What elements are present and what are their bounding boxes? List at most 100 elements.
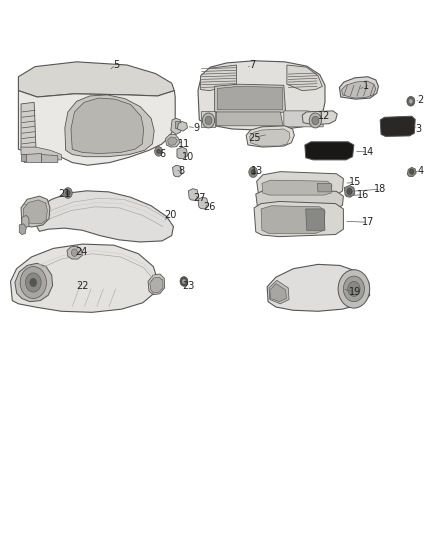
Polygon shape [261, 206, 325, 233]
Text: 17: 17 [362, 217, 374, 227]
Polygon shape [270, 284, 286, 302]
Circle shape [30, 278, 37, 287]
Polygon shape [177, 122, 187, 131]
Polygon shape [302, 111, 337, 125]
Text: 23: 23 [182, 281, 194, 290]
Polygon shape [18, 62, 174, 97]
Polygon shape [317, 183, 332, 192]
Polygon shape [150, 277, 163, 293]
Circle shape [249, 167, 258, 177]
Text: 12: 12 [318, 111, 330, 121]
Text: 26: 26 [203, 202, 215, 212]
Circle shape [66, 190, 70, 196]
Circle shape [182, 279, 186, 284]
Circle shape [410, 169, 414, 174]
Polygon shape [177, 147, 187, 159]
Text: 16: 16 [357, 190, 370, 199]
Polygon shape [65, 95, 154, 157]
Text: 5: 5 [113, 60, 119, 70]
Text: 25: 25 [248, 133, 260, 142]
Text: 4: 4 [417, 166, 424, 175]
Polygon shape [342, 81, 376, 98]
Text: 10: 10 [182, 152, 194, 162]
Polygon shape [287, 65, 322, 91]
Text: 9: 9 [193, 123, 199, 133]
Circle shape [343, 276, 364, 302]
Polygon shape [22, 215, 29, 228]
Polygon shape [21, 154, 26, 161]
Polygon shape [344, 185, 355, 197]
Polygon shape [305, 142, 354, 160]
Polygon shape [11, 244, 158, 312]
Polygon shape [250, 129, 290, 146]
Circle shape [251, 169, 255, 175]
Polygon shape [42, 155, 58, 163]
Polygon shape [198, 197, 208, 209]
Polygon shape [21, 196, 50, 227]
Text: 1: 1 [363, 82, 369, 91]
Circle shape [155, 147, 162, 156]
Text: 20: 20 [165, 211, 177, 220]
Polygon shape [201, 111, 215, 127]
Polygon shape [306, 209, 325, 230]
Polygon shape [67, 246, 82, 259]
Circle shape [409, 99, 413, 103]
Text: 24: 24 [75, 247, 87, 256]
Text: 21: 21 [59, 189, 71, 199]
Polygon shape [188, 189, 199, 200]
Polygon shape [148, 274, 165, 295]
Polygon shape [173, 165, 182, 177]
Polygon shape [21, 147, 61, 160]
Text: 7: 7 [249, 60, 255, 70]
Circle shape [338, 270, 370, 308]
Polygon shape [380, 116, 415, 136]
Text: 15: 15 [349, 177, 361, 187]
Polygon shape [215, 84, 286, 114]
Circle shape [347, 188, 352, 195]
Circle shape [20, 266, 46, 298]
Circle shape [71, 249, 78, 256]
Polygon shape [269, 280, 289, 304]
Circle shape [312, 116, 319, 125]
Polygon shape [254, 201, 343, 237]
Circle shape [157, 149, 160, 154]
Circle shape [205, 116, 212, 125]
Polygon shape [216, 112, 283, 126]
Polygon shape [339, 77, 378, 99]
Text: 8: 8 [179, 166, 185, 175]
Text: 18: 18 [374, 184, 386, 194]
Polygon shape [15, 263, 53, 302]
Polygon shape [284, 111, 323, 127]
Circle shape [348, 281, 360, 296]
Text: 14: 14 [362, 147, 374, 157]
Polygon shape [201, 65, 237, 91]
Circle shape [180, 277, 188, 286]
Polygon shape [21, 102, 36, 148]
Polygon shape [34, 191, 173, 242]
Polygon shape [71, 98, 144, 154]
Polygon shape [246, 126, 294, 147]
Text: 3: 3 [415, 124, 421, 134]
Polygon shape [18, 91, 175, 165]
Polygon shape [171, 118, 182, 134]
Circle shape [202, 113, 215, 128]
Polygon shape [198, 61, 325, 130]
Polygon shape [262, 180, 332, 195]
Text: 6: 6 [159, 149, 165, 158]
Polygon shape [257, 172, 343, 198]
Circle shape [407, 96, 415, 106]
Circle shape [309, 113, 321, 128]
Polygon shape [407, 167, 416, 176]
Text: 13: 13 [251, 166, 264, 175]
Polygon shape [267, 264, 370, 311]
Polygon shape [175, 121, 180, 128]
Polygon shape [168, 137, 177, 146]
Text: 19: 19 [349, 287, 361, 297]
Text: 22: 22 [76, 281, 88, 290]
Polygon shape [256, 189, 343, 211]
Circle shape [64, 188, 72, 198]
Polygon shape [166, 134, 180, 147]
Text: 2: 2 [417, 95, 424, 105]
Polygon shape [23, 200, 47, 224]
Text: 27: 27 [193, 193, 205, 203]
